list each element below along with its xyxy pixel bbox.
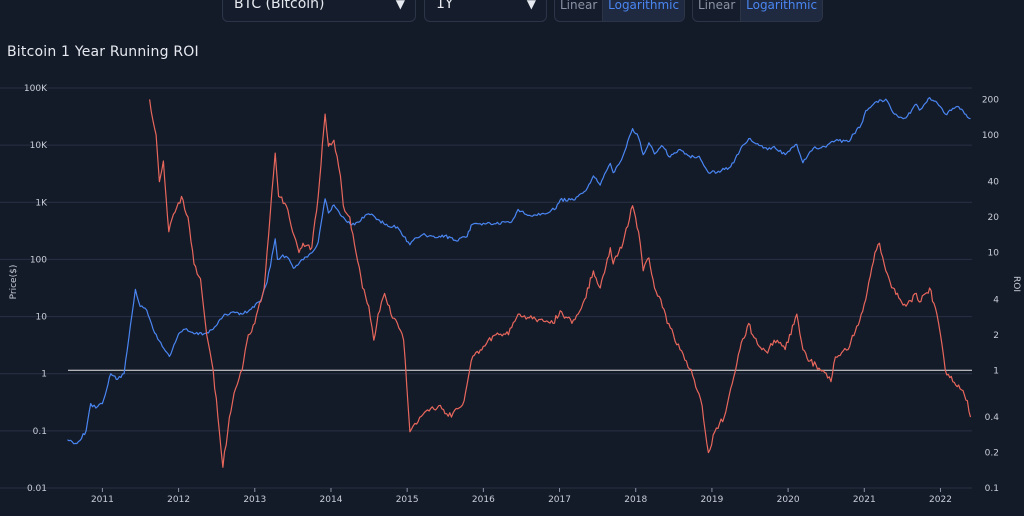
left-tick-label: 10K [30,141,48,151]
right-tick-label: 2 [993,331,999,341]
price-scale-logarithmic-button[interactable]: Logarithmic [602,0,684,21]
right-tick-label: 200 [982,95,999,105]
price-scale-linear-button[interactable]: Linear [559,0,598,12]
left-axis-label: Price($) [9,265,19,300]
x-tick-label: 2015 [396,495,419,505]
left-tick-label: 0.1 [33,427,47,437]
price-series-line [67,97,971,445]
left-tick-label: 1 [41,370,47,380]
right-tick-label: 0.2 [985,449,999,459]
x-tick-label: 2021 [853,495,876,505]
price-scale-toggle: Linear Logarithmic [554,0,685,22]
left-tick-label: 100 [30,255,47,265]
left-tick-label: 100K [24,84,48,94]
right-axis-label: ROI [1011,276,1021,292]
chevron-down-icon: ▼ [395,0,405,11]
left-axis-ticks: 0.01 0.1 1 10 100 1K 10K 100K [24,84,48,494]
grid-lines [0,87,972,489]
roi-series-line [149,99,972,468]
left-tick-label: 10 [36,313,48,323]
asset-select[interactable]: BTC (Bitcoin) ▼ [222,0,416,22]
right-tick-label: 40 [988,178,1000,188]
roi-scale-logarithmic-button[interactable]: Logarithmic [740,0,822,21]
right-tick-label: 20 [988,213,1000,223]
x-tick-label: 2020 [777,495,800,505]
right-tick-label: 100 [982,131,999,141]
right-tick-label: 10 [988,249,1000,259]
x-tick-label: 2017 [548,495,571,505]
left-tick-label: 1K [35,198,48,208]
right-tick-label: 1 [993,366,999,376]
right-axis-ticks: 0.1 0.2 0.4 1 2 4 10 20 40 100 200 [982,95,999,494]
x-tick-label: 2012 [167,495,190,505]
roi-scale-toggle: Linear Logarithmic [692,0,823,22]
roi-scale-linear-button[interactable]: Linear [697,0,736,12]
chart-title: Bitcoin 1 Year Running ROI [7,44,199,60]
x-axis-ticks: 2011 2012 2013 2014 2015 2016 2017 2018 2019 2020… [91,488,952,505]
chevron-down-icon: ▼ [526,0,536,11]
x-tick-label: 2013 [243,495,266,505]
right-tick-label: 0.1 [985,484,999,494]
left-tick-label: 0.01 [27,484,47,494]
x-tick-label: 2011 [91,495,114,505]
x-tick-label: 2019 [700,495,723,505]
x-tick-label: 2014 [320,495,343,505]
x-tick-label: 2016 [472,495,495,505]
x-tick-label: 2022 [929,495,952,505]
x-tick-label: 2018 [624,495,647,505]
period-select-value: 1Y [436,0,454,12]
right-tick-label: 4 [993,295,999,305]
asset-select-value: BTC (Bitcoin) [234,0,325,12]
period-select[interactable]: 1Y ▼ [424,0,547,22]
series-lines [67,97,972,468]
right-tick-label: 0.4 [985,413,1000,423]
